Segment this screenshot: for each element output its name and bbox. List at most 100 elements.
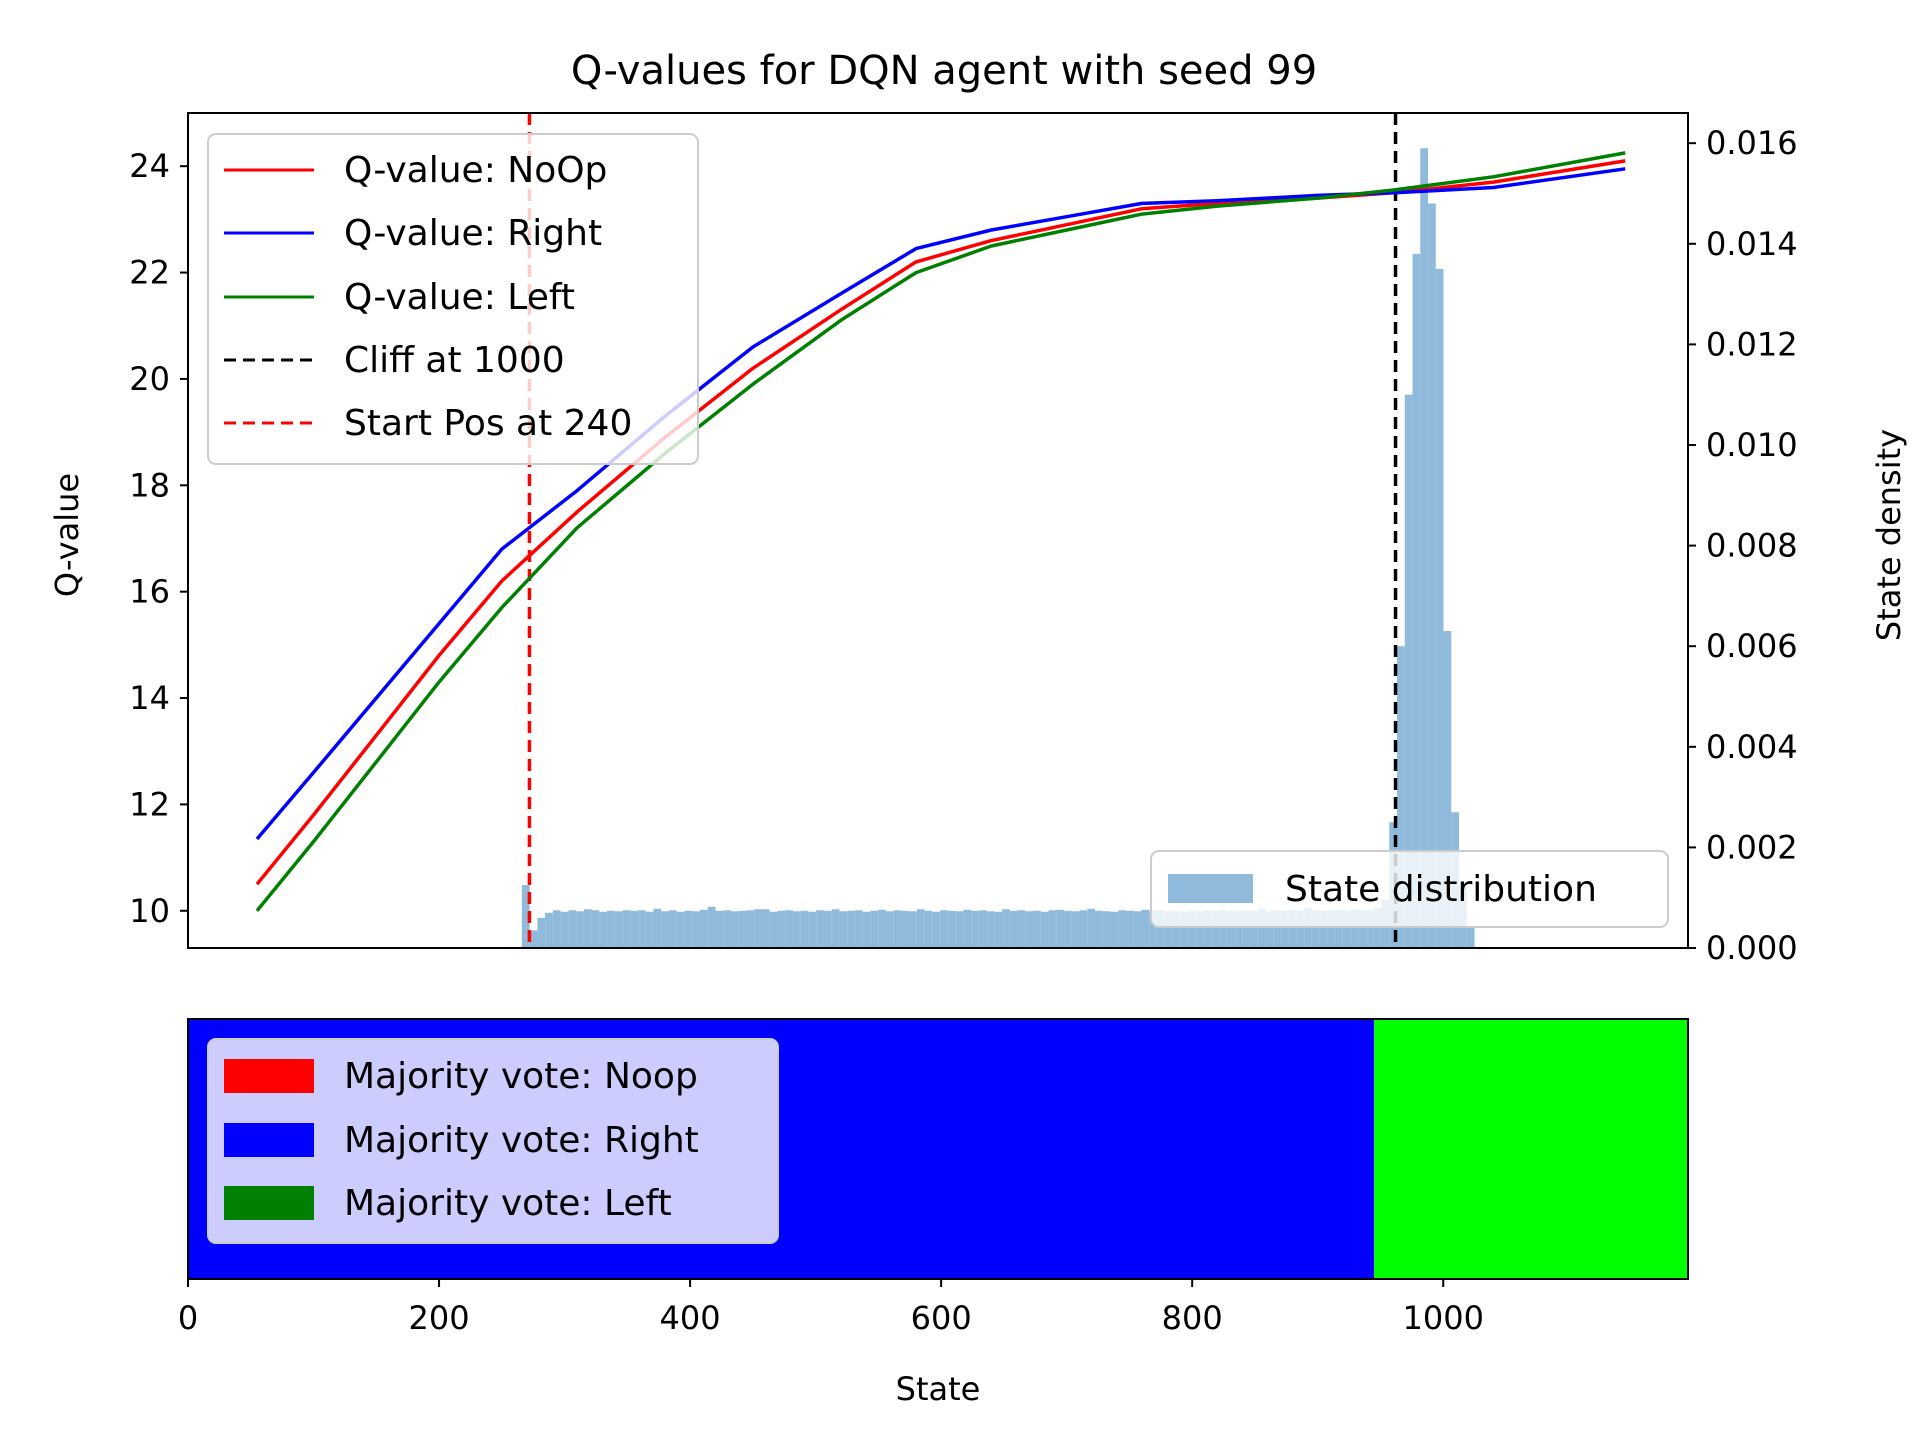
histogram-bar [1110,911,1119,948]
x-tick-label: 1000 [1403,1299,1484,1337]
histogram-bar [1033,910,1041,948]
histogram-bar [669,910,677,948]
histogram-bar [1048,910,1057,948]
histogram-bar [1102,911,1111,948]
legend-swatch-vote-left [224,1186,314,1220]
histogram-bar [1428,203,1436,948]
histogram-bar [1296,910,1305,948]
histogram-bar [1249,910,1258,948]
histogram-bar [521,885,530,948]
histogram-bar [1203,910,1212,948]
histogram-bar [738,910,747,948]
q-left-line [255,151,1626,912]
histogram-bar [653,908,662,948]
histogram-bar [878,909,886,948]
histogram-bar [761,909,770,948]
y-tick-label-right: 0.016 [1706,124,1798,162]
y-tick-label-left: 22 [129,254,170,292]
histogram-bar [1141,909,1150,948]
histogram-bar [870,910,879,948]
histogram-bar [723,910,731,948]
histogram-bar [940,910,948,948]
histogram-bar [932,911,941,948]
y-tick-label-right: 0.014 [1706,225,1798,263]
y-tick-label-left: 14 [129,679,170,717]
y-tick-label-right: 0.010 [1706,426,1798,464]
histogram-bars [521,148,1475,949]
histogram-bar [591,910,600,948]
histogram-bar [839,911,848,948]
histogram-bar [1187,910,1196,948]
histogram-bar [700,909,708,948]
majority-vote-legend: Majority vote: Noop Majority vote: Right… [207,1038,779,1244]
histogram-bar [1311,910,1320,948]
y-tick-label-right: 0.004 [1706,728,1798,766]
legend-label-vote-right: Majority vote: Right [344,1120,699,1161]
q-value-lines [255,151,1626,912]
histogram-bar [576,911,584,948]
legend-swatch-state-distribution [1168,874,1253,903]
y-tick-label-right: 0.012 [1706,325,1798,363]
histogram-bar [785,910,793,948]
histogram-bar [777,910,786,948]
histogram-bar [1335,909,1343,948]
histogram-bar [1017,910,1026,948]
histogram-bar [1009,910,1018,948]
histogram-bar [1412,253,1421,948]
histogram-bar [1087,908,1096,948]
y-tick-label-left: 16 [129,573,170,611]
histogram-bar [638,910,646,948]
top-plot-frame [187,112,1689,949]
histogram-bar [1466,927,1475,948]
histogram-bar [1218,909,1227,948]
legend-label-right: Q-value: Right [344,213,602,254]
legend-swatch-vote-noop [224,1059,314,1093]
histogram-bar [746,910,755,948]
y-axis-left: 10 12 14 16 18 20 22 24 [129,147,188,930]
histogram-legend: State distribution [1150,850,1669,928]
legend-label-vote-left: Majority vote: Left [344,1183,672,1224]
histogram-bar [808,911,817,948]
x-axis: 0 200 400 600 800 1000 [178,1279,1484,1337]
histogram-bar [661,911,670,948]
histogram-bar [630,910,639,948]
histogram-bar [715,910,724,948]
histogram-bar [1404,394,1413,948]
y-tick-label-left: 12 [129,785,170,823]
y-tick-label-right: 0.000 [1706,929,1798,967]
histogram-bar [1234,911,1243,948]
legend-label-cliff: Cliff at 1000 [344,340,565,381]
majority-segment-left [1374,1019,1688,1279]
legend-label-state-distribution: State distribution [1285,869,1597,910]
x-tick-label: 800 [1162,1299,1223,1337]
histogram-bar [707,906,716,948]
histogram-bar [1195,911,1204,948]
histogram-bar [560,911,569,948]
histogram-bar [552,910,561,948]
y-tick-label-left: 20 [129,360,170,398]
legend-label-vote-noop: Majority vote: Noop [344,1056,698,1097]
histogram-legend-box [1150,850,1669,928]
histogram-bar [1002,909,1010,948]
histogram-bar [1265,911,1274,948]
histogram-bar [1095,910,1103,948]
histogram-bar [1273,910,1281,948]
x-axis-label: State [896,1370,981,1408]
histogram-bar [963,909,972,948]
histogram-bar [645,911,654,948]
histogram-bar [893,910,902,948]
histogram-bar [537,917,546,948]
histogram-bar [1133,911,1142,948]
histogram-bar [885,911,894,948]
y-axis-label-right: State density [1870,429,1908,641]
x-tick-label: 600 [911,1299,972,1337]
histogram-bar [1040,911,1049,948]
histogram-bar [1211,910,1219,948]
histogram-bar [1118,910,1126,948]
y-tick-label-right: 0.006 [1706,627,1798,665]
histogram-bar [816,910,824,948]
histogram-bar [769,911,778,948]
y-tick-label-right: 0.002 [1706,828,1798,866]
histogram-bar [1443,631,1452,948]
